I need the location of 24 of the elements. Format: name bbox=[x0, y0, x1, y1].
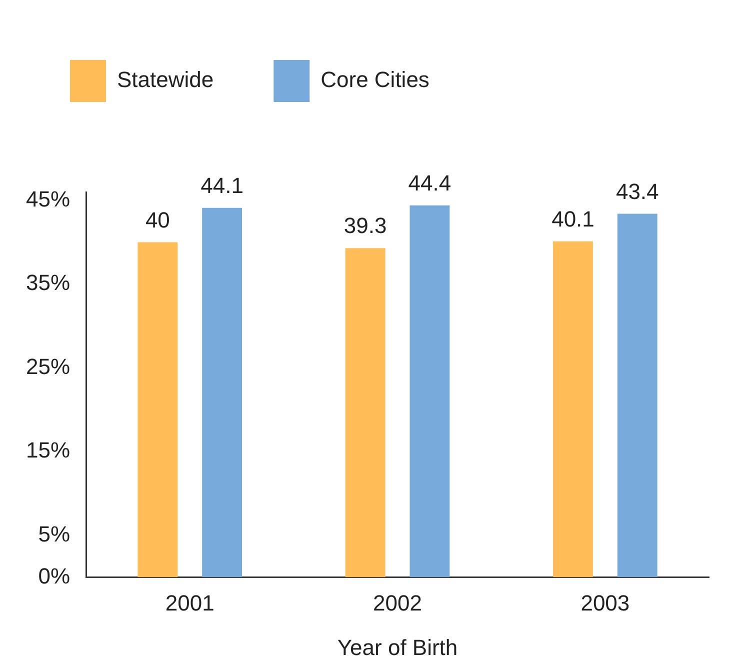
y-tick-label: 15% bbox=[26, 438, 70, 463]
data-label: 40.1 bbox=[552, 206, 594, 232]
x-tick-label: 2001 bbox=[165, 590, 214, 616]
y-tick-label: 35% bbox=[26, 270, 70, 296]
x-tick-label: 2002 bbox=[373, 590, 422, 616]
data-label: 40 bbox=[145, 207, 170, 232]
bar bbox=[138, 242, 178, 578]
bar bbox=[345, 248, 386, 578]
data-label: 43.4 bbox=[616, 178, 659, 204]
bar bbox=[410, 205, 450, 578]
y-tick-label: 45% bbox=[26, 186, 70, 212]
y-tick-label: 0% bbox=[38, 563, 70, 588]
bar bbox=[202, 208, 242, 578]
y-tick-label: 5% bbox=[38, 521, 70, 546]
data-label: 39.3 bbox=[344, 213, 387, 238]
bar bbox=[617, 214, 658, 578]
data-label: 44.4 bbox=[408, 170, 452, 196]
data-label: 44.1 bbox=[200, 172, 244, 198]
y-tick-label: 25% bbox=[26, 354, 70, 379]
legend-label: Statewide bbox=[117, 67, 214, 92]
bar bbox=[553, 241, 593, 578]
x-axis-title: Year of Birth bbox=[337, 634, 458, 660]
legend-label: Core Cities bbox=[320, 67, 430, 92]
x-tick-label: 2003 bbox=[580, 590, 630, 616]
